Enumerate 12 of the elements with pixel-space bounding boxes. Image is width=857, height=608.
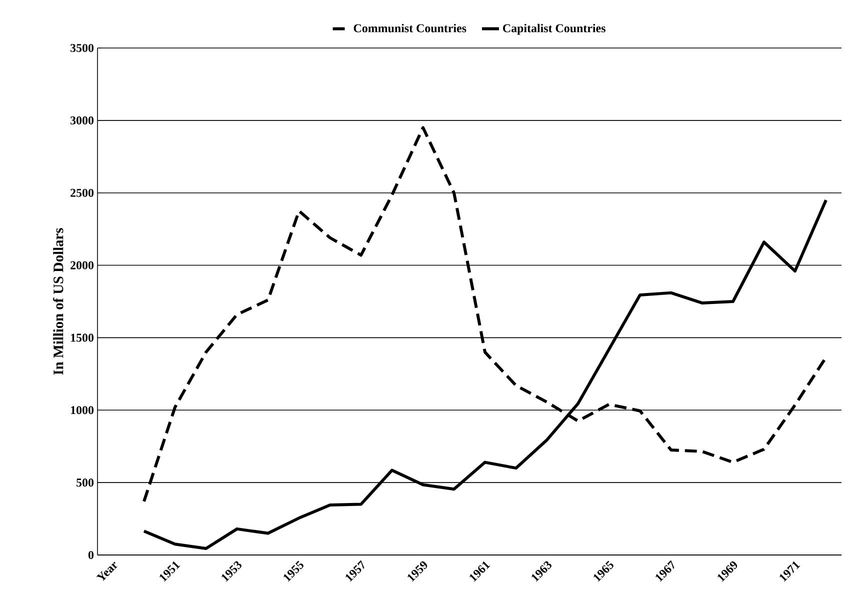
y-tick-label: 0 (88, 550, 94, 560)
y-axis-title: In Million of US Dollars (52, 228, 64, 375)
y-tick-label: 3000 (70, 116, 94, 124)
y-tick-label: 1500 (71, 334, 94, 342)
y-tick-label: 3500 (70, 44, 94, 52)
legend-label: Communist Countries (354, 24, 466, 32)
legend-label: Capitalist Countries (503, 24, 606, 35)
x-tick-label: Year (96, 562, 118, 581)
y-tick-label: 1000 (71, 406, 94, 414)
y-tick-label: 2500 (70, 188, 94, 197)
y-tick-label: 500 (76, 478, 94, 487)
y-tick-label: 2000 (70, 261, 94, 270)
